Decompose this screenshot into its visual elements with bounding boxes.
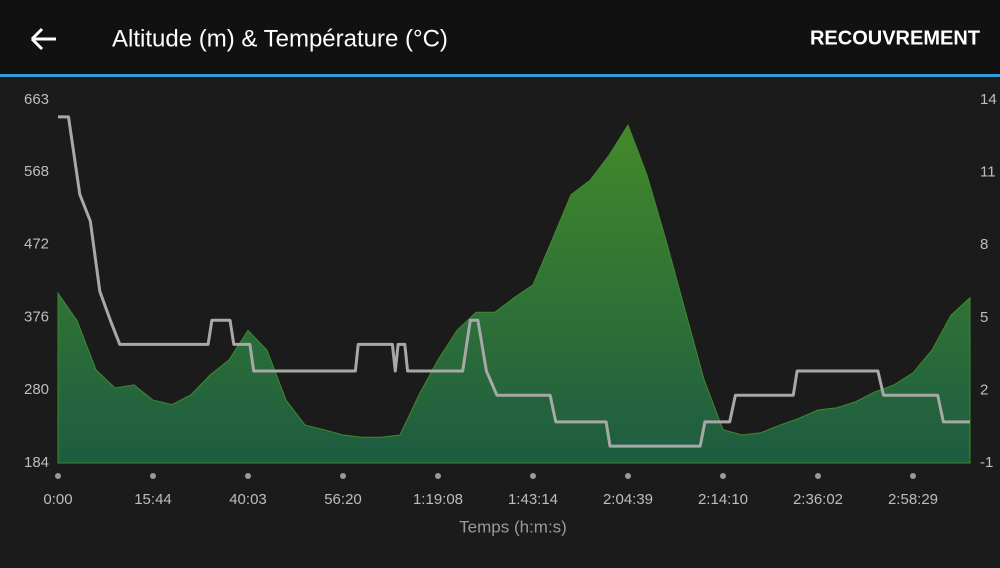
x-tick-label: 2:04:39	[603, 491, 653, 508]
x-tick-dot	[720, 473, 726, 479]
y2-tick-label: 11	[980, 164, 996, 181]
y-tick-label: 376	[24, 308, 49, 325]
y2-tick-label: 2	[980, 381, 988, 398]
x-tick-dot	[340, 473, 346, 479]
x-tick-dot	[150, 473, 156, 479]
y2-tick-label: 8	[980, 236, 988, 253]
y2-tick-label: 14	[980, 91, 997, 108]
x-tick-label: 2:36:02	[793, 491, 843, 508]
y2-tick-label: -1	[980, 454, 993, 471]
x-tick-label: 40:03	[229, 491, 267, 508]
app-bar-divider	[0, 74, 1000, 77]
y-tick-label: 472	[24, 236, 49, 253]
back-button[interactable]	[30, 27, 56, 51]
x-tick-dot	[910, 473, 916, 479]
overlay-button[interactable]: RECOUVREMENT	[810, 27, 980, 49]
altitude-area	[57, 123, 971, 464]
x-tick-label: 2:14:10	[698, 491, 748, 508]
y-tick-label: 663	[24, 91, 49, 108]
y2-tick-label: 5	[980, 309, 988, 326]
temperature-line	[58, 115, 970, 448]
x-tick-label: 1:19:08	[413, 491, 463, 508]
x-tick-dot	[625, 473, 631, 479]
x-tick-dot	[435, 473, 441, 479]
x-tick-label: 15:44	[134, 491, 172, 508]
x-tick-label: 56:20	[324, 491, 362, 508]
page-title: Altitude (m) & Température (°C)	[112, 25, 448, 52]
x-tick-dot	[530, 473, 536, 479]
x-tick-dot	[55, 473, 61, 479]
x-tick-dot	[245, 473, 251, 479]
x-tick-label: 2:58:29	[888, 491, 938, 508]
y-tick-label: 568	[24, 163, 49, 180]
x-axis-label: Temps (h:m:s)	[459, 517, 567, 536]
y-tick-label: 184	[24, 454, 49, 471]
x-tick-label: 0:00	[43, 491, 72, 508]
x-tick-dot	[815, 473, 821, 479]
x-tick-label: 1:43:14	[508, 491, 558, 508]
app-bar	[0, 0, 1000, 75]
y-tick-label: 280	[24, 381, 49, 398]
